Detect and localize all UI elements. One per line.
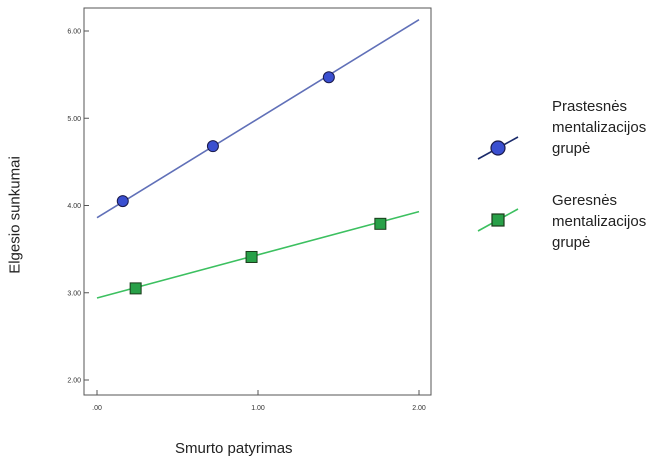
- data-point-square: [374, 217, 387, 230]
- legend-label-series-1: Prastesnės mentalizacijos grupė: [552, 96, 646, 159]
- legend-line: Prastesnės: [552, 98, 628, 115]
- data-point-square: [129, 282, 142, 295]
- legend-line: mentalizacijos: [552, 213, 647, 230]
- data-point-square: [245, 250, 258, 263]
- y-axis: 2.00 3.00 4.00 5.00 6.00: [67, 29, 89, 385]
- legend-line: grupė: [552, 140, 591, 157]
- x-axis: .00 1.00 2.00: [92, 390, 426, 412]
- series-line: [96, 210, 420, 299]
- x-axis-label: Smurto patyrimas: [175, 440, 293, 457]
- y-tick-label: 4.00: [67, 203, 81, 210]
- legend-line: grupė: [552, 234, 591, 251]
- series-layer: [96, 18, 420, 299]
- y-tick-label: 2.00: [67, 378, 81, 385]
- y-tick-label: 6.00: [67, 29, 81, 36]
- data-point-circle: [116, 195, 129, 208]
- series-line: [96, 18, 420, 219]
- legend-symbols: [477, 136, 519, 232]
- x-tick-label: .00: [92, 405, 102, 412]
- data-point-circle: [206, 140, 219, 153]
- y-tick-label: 5.00: [67, 116, 81, 123]
- x-tick-label: 1.00: [251, 405, 265, 412]
- y-tick-label: 3.00: [67, 290, 81, 297]
- data-point-circle: [322, 71, 335, 84]
- plot-frame: [83, 7, 432, 396]
- legend-line: mentalizacijos: [552, 119, 647, 136]
- legend-circle-marker: [490, 140, 506, 156]
- legend-label-series-2: Geresnės mentalizacijos grupė: [552, 190, 646, 253]
- y-axis-label-wrap: Elgesio sunkumai: [0, 50, 30, 380]
- x-tick-label: 2.00: [412, 405, 426, 412]
- legend-line: Geresnės: [552, 192, 618, 209]
- legend-square-marker: [491, 213, 505, 227]
- y-axis-label: Elgesio sunkumai: [6, 156, 24, 274]
